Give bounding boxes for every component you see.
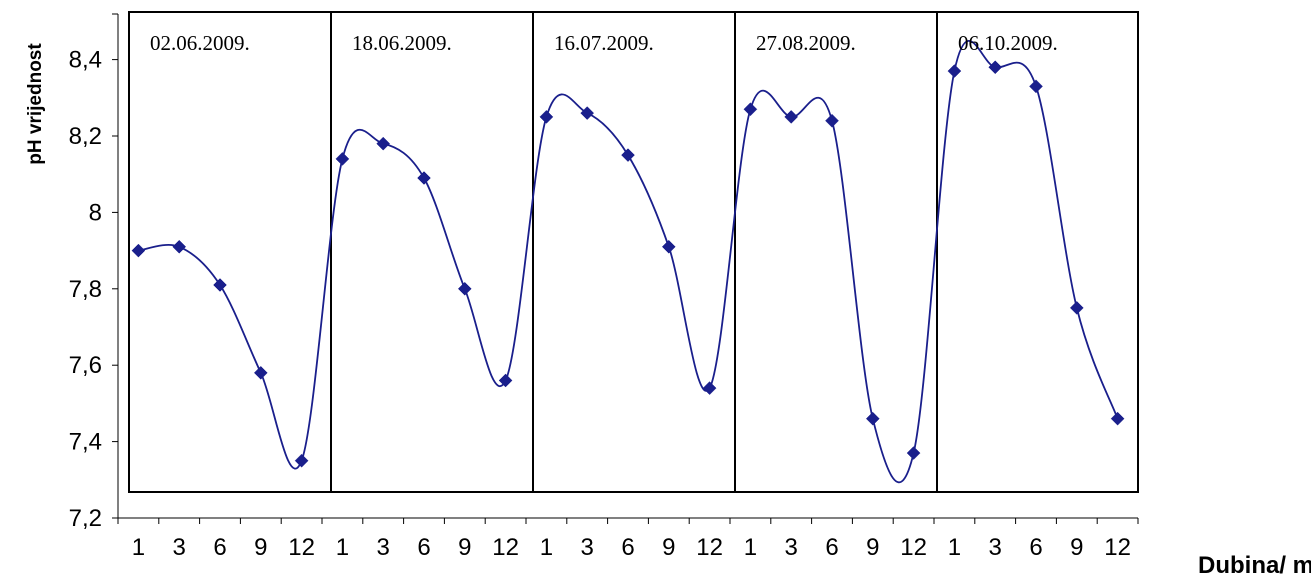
x-tick-label: 9 [662,534,675,561]
data-point [580,106,595,120]
ph-series-line [138,40,1119,484]
x-tick-label: 9 [866,534,879,561]
axes [112,13,1139,524]
x-tick-label: 1 [540,534,553,561]
y-tick-label: 7,8 [69,276,102,303]
data-point [906,446,921,460]
data-point [988,60,1003,75]
series-group [131,40,1125,484]
x-tick-label: 6 [825,534,838,561]
data-point [294,453,309,468]
panel-date-label: 16.07.2009. [554,31,654,55]
y-tick-label: 8,2 [69,123,102,150]
x-tick-label: 3 [989,534,1002,561]
panel-date-label: 02.06.2009. [150,31,250,55]
data-point [172,239,187,254]
data-point [498,373,513,388]
data-point [131,243,146,258]
data-point [539,110,554,124]
data-point [457,281,472,296]
data-point [621,148,635,162]
x-tick-label: 6 [213,534,226,561]
data-point [661,239,676,254]
data-point [825,113,839,128]
x-tick-label: 12 [492,534,519,561]
data-point [335,152,350,166]
x-tick-label: 9 [1070,534,1083,561]
data-point [253,365,268,380]
x-axis-title: Dubina/ m [1198,552,1311,579]
x-tick-label: 6 [417,534,430,561]
y-tick-label: 7,2 [69,505,102,532]
panel-date-label: 06.10.2009. [958,31,1058,55]
data-point [784,110,799,124]
x-tick-label: 1 [132,534,145,561]
panel-frame-box [128,11,1139,493]
y-tick-label: 7,4 [69,429,102,456]
y-tick-label: 8,4 [69,47,102,74]
x-tick-label: 3 [377,534,390,561]
data-point [376,136,391,151]
y-tick-label: 7,6 [69,352,102,379]
panel-frames [128,11,1139,493]
panel-date-label: 18.06.2009. [352,31,452,55]
y-axis-title: pH vrijednost [25,43,46,165]
data-point [947,64,962,78]
x-tick-label: 12 [900,534,927,561]
x-tick-label: 6 [1029,534,1042,561]
y-tick-label: 8 [89,199,102,226]
data-point [1110,411,1125,426]
x-tick-label: 1 [336,534,349,561]
data-point [743,102,758,117]
x-tick-label: 6 [621,534,634,561]
x-tick-label: 12 [696,534,723,561]
x-tick-label: 9 [254,534,267,561]
x-tick-label: 1 [948,534,961,561]
x-tick-label: 3 [785,534,798,561]
x-tick-label: 3 [581,534,594,561]
x-tick-label: 1 [744,534,757,561]
x-tick-label: 9 [458,534,471,561]
x-tick-label: 12 [288,534,315,561]
data-point [1029,79,1043,94]
x-tick-label: 12 [1104,534,1131,561]
data-point [1069,301,1084,315]
data-point [702,381,717,395]
data-point [865,411,880,426]
x-tick-label: 3 [173,534,186,561]
data-point [213,278,227,292]
panel-date-label: 27.08.2009. [756,31,856,55]
label-group: 7,27,47,67,888,28,402.06.2009.1 3 6 9 1218.0… [69,31,1131,561]
data-point [417,171,431,185]
